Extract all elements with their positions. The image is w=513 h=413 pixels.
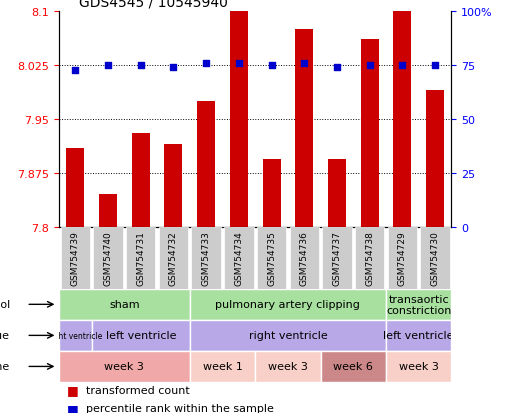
Bar: [190, 320, 386, 351]
Text: sham: sham: [109, 299, 140, 310]
Text: GSM754730: GSM754730: [430, 231, 440, 285]
Bar: [126, 227, 155, 289]
Bar: [59, 320, 92, 351]
Bar: [61, 227, 90, 289]
Point: [398, 63, 406, 69]
Text: GSM754734: GSM754734: [234, 231, 243, 285]
Bar: [263, 159, 281, 227]
Point: [300, 61, 308, 67]
Point: [136, 63, 145, 69]
Bar: [165, 145, 183, 227]
Point: [267, 63, 275, 69]
Point: [71, 67, 80, 74]
Text: percentile rank within the sample: percentile rank within the sample: [87, 404, 274, 413]
Bar: [295, 30, 313, 227]
Text: GSM754740: GSM754740: [104, 231, 112, 285]
Bar: [420, 227, 450, 289]
Bar: [386, 320, 451, 351]
Text: GSM754729: GSM754729: [398, 231, 407, 285]
Bar: [59, 351, 190, 382]
Bar: [93, 227, 123, 289]
Text: ■: ■: [67, 402, 78, 413]
Point: [169, 65, 177, 71]
Text: right ventricle: right ventricle: [248, 330, 327, 341]
Bar: [190, 351, 255, 382]
Text: GDS4545 / 10545940: GDS4545 / 10545940: [78, 0, 227, 10]
Text: week 3: week 3: [105, 361, 144, 372]
Text: tissue: tissue: [0, 330, 10, 341]
Text: GSM754738: GSM754738: [365, 231, 374, 285]
Text: GSM754732: GSM754732: [169, 231, 178, 285]
Text: GSM754731: GSM754731: [136, 231, 145, 285]
Text: GSM754737: GSM754737: [332, 231, 342, 285]
Bar: [355, 227, 384, 289]
Bar: [190, 289, 386, 320]
Bar: [322, 227, 352, 289]
Bar: [257, 227, 286, 289]
Text: left ventricle: left ventricle: [384, 330, 454, 341]
Point: [333, 65, 341, 71]
Bar: [388, 227, 417, 289]
Bar: [59, 289, 190, 320]
Text: GSM754735: GSM754735: [267, 231, 276, 285]
Bar: [426, 91, 444, 227]
Point: [431, 63, 439, 69]
Bar: [191, 227, 221, 289]
Text: pulmonary artery clipping: pulmonary artery clipping: [215, 299, 360, 310]
Bar: [159, 227, 188, 289]
Text: time: time: [0, 361, 10, 372]
Bar: [66, 148, 84, 227]
Text: ■: ■: [67, 383, 78, 396]
Text: transformed count: transformed count: [87, 385, 190, 395]
Bar: [289, 227, 319, 289]
Point: [104, 63, 112, 69]
Text: week 3: week 3: [399, 361, 439, 372]
Text: right ventricle: right ventricle: [48, 331, 103, 340]
Text: protocol: protocol: [0, 299, 10, 310]
Text: GSM754736: GSM754736: [300, 231, 309, 285]
Bar: [99, 195, 117, 227]
Text: left ventricle: left ventricle: [106, 330, 176, 341]
Text: week 3: week 3: [268, 361, 308, 372]
Bar: [361, 40, 379, 227]
Bar: [197, 102, 215, 227]
Text: transaortic
constriction: transaortic constriction: [386, 294, 451, 316]
Point: [235, 61, 243, 67]
Bar: [386, 289, 451, 320]
Bar: [328, 159, 346, 227]
Bar: [321, 351, 386, 382]
Bar: [132, 134, 150, 227]
Bar: [230, 12, 248, 227]
Point: [202, 61, 210, 67]
Bar: [224, 227, 253, 289]
Point: [366, 63, 374, 69]
Text: GSM754733: GSM754733: [202, 231, 211, 285]
Text: week 1: week 1: [203, 361, 243, 372]
Bar: [92, 320, 190, 351]
Bar: [393, 12, 411, 227]
Text: week 6: week 6: [333, 361, 373, 372]
Bar: [255, 351, 321, 382]
Bar: [386, 351, 451, 382]
Text: GSM754739: GSM754739: [71, 231, 80, 285]
